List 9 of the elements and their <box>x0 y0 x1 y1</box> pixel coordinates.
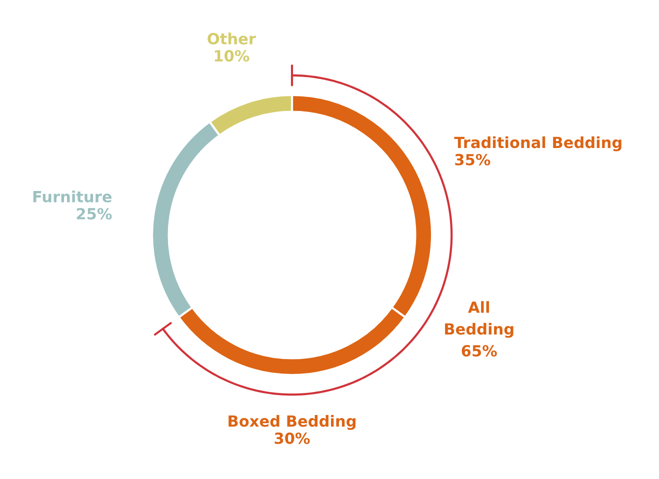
slice-label: Traditional Bedding <box>454 136 622 152</box>
slice-label: Furniture <box>33 190 112 202</box>
data-label: 35% <box>455 154 490 166</box>
data-label: 25% <box>76 208 112 220</box>
slice-label: Boxed Bedding <box>228 414 356 430</box>
data-label: 30% <box>274 432 310 444</box>
data-label: 10% <box>214 50 250 62</box>
slice-label: Other <box>208 32 256 44</box>
text: All Bedding 65% <box>445 301 514 357</box>
